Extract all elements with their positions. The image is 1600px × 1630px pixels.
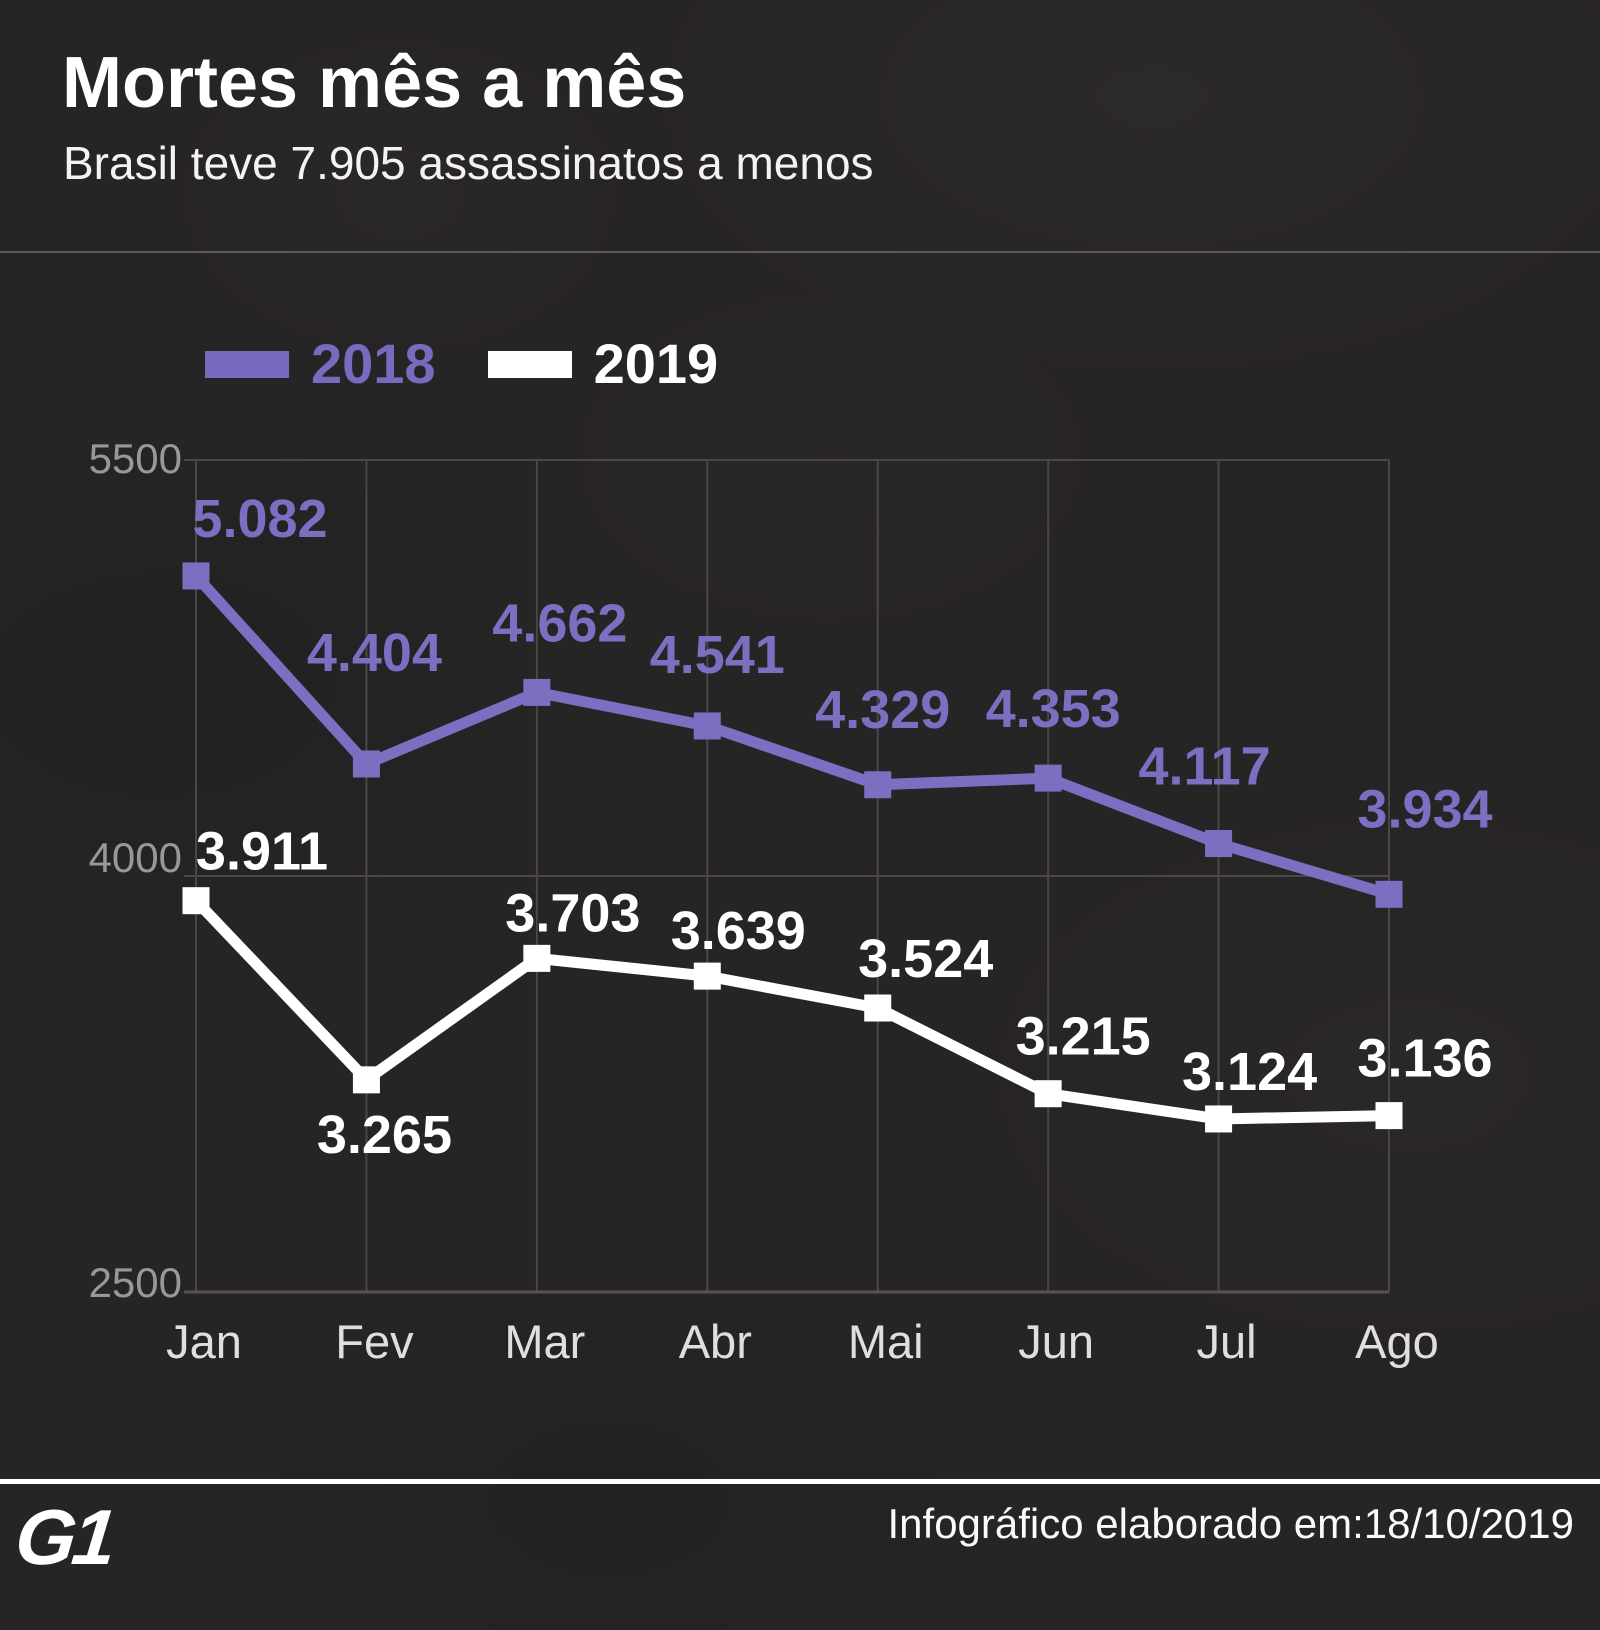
x-tick-label: Mar bbox=[504, 1315, 585, 1368]
y-tick-label: 4000 bbox=[89, 834, 182, 881]
data-label-2018: 5.082 bbox=[192, 489, 327, 549]
data-marker-2018 bbox=[1205, 830, 1233, 858]
data-label-2018: 4.329 bbox=[815, 680, 950, 740]
x-tick-label: Ago bbox=[1355, 1315, 1439, 1368]
footer-divider bbox=[0, 1479, 1600, 1484]
data-marker-2018 bbox=[693, 712, 721, 740]
x-tick-label: Abr bbox=[679, 1315, 752, 1368]
x-tick-label: Jul bbox=[1197, 1315, 1257, 1368]
data-label-2018: 4.541 bbox=[650, 625, 785, 685]
data-marker-2018 bbox=[182, 562, 210, 590]
y-tick-label: 2500 bbox=[89, 1259, 182, 1306]
data-marker-2019 bbox=[1375, 1102, 1403, 1130]
data-marker-2019 bbox=[864, 994, 892, 1022]
y-tick-label: 5500 bbox=[89, 435, 182, 482]
page-title: Mortes mês a mês bbox=[62, 43, 687, 123]
page-subtitle: Brasil teve 7.905 assassinatos a menos bbox=[63, 137, 874, 189]
x-tick-label: Fev bbox=[335, 1315, 414, 1368]
data-label-2018: 4.353 bbox=[986, 679, 1121, 739]
data-marker-2019 bbox=[693, 962, 721, 990]
data-label-2019: 3.136 bbox=[1357, 1029, 1492, 1089]
data-marker-2019 bbox=[352, 1066, 380, 1094]
data-label-2018: 4.117 bbox=[1138, 737, 1270, 797]
data-label-2019: 3.639 bbox=[671, 901, 806, 961]
data-label-2018: 3.934 bbox=[1357, 779, 1492, 839]
legend-item-2019: 2019 bbox=[487, 332, 719, 395]
x-tick-label: Jun bbox=[1018, 1315, 1094, 1368]
series-line-2019 bbox=[192, 896, 1390, 1125]
data-label-2019: 3.911 bbox=[196, 822, 328, 882]
credit-text: Infográfico elaborado em:18/10/2019 bbox=[887, 1500, 1575, 1547]
data-label-2019: 3.215 bbox=[1016, 1007, 1151, 1067]
data-marker-2018 bbox=[352, 750, 380, 778]
data-label-2018: 4.662 bbox=[492, 593, 627, 653]
x-tick-label: Jan bbox=[166, 1315, 242, 1368]
data-marker-2019 bbox=[182, 887, 210, 915]
data-marker-2018 bbox=[1034, 764, 1062, 792]
data-label-2019: 3.124 bbox=[1182, 1042, 1317, 1102]
data-marker-2019 bbox=[1034, 1080, 1062, 1108]
data-label-2019: 3.524 bbox=[858, 929, 993, 989]
series-line-2018 bbox=[191, 572, 1391, 900]
legend-swatch-2018 bbox=[205, 350, 289, 378]
header-divider bbox=[0, 251, 1600, 253]
data-marker-2018 bbox=[864, 771, 892, 799]
data-label-2019: 3.703 bbox=[505, 883, 640, 943]
legend-swatch-2019 bbox=[487, 350, 572, 378]
legend-label-2018: 2018 bbox=[311, 332, 436, 395]
data-label-2019: 3.265 bbox=[317, 1105, 452, 1165]
data-marker-2018 bbox=[1375, 880, 1403, 908]
data-marker-2019 bbox=[1205, 1105, 1233, 1133]
g1-logo: G1 bbox=[11, 1493, 117, 1581]
data-label-2018: 4.404 bbox=[307, 623, 442, 683]
legend-item-2018: 2018 bbox=[205, 336, 436, 392]
data-marker-2019 bbox=[523, 944, 551, 972]
x-tick-label: Mai bbox=[848, 1315, 924, 1368]
legend-label-2019: 2019 bbox=[593, 332, 719, 395]
chart-legend: 2018 2019 bbox=[205, 336, 718, 392]
data-marker-2018 bbox=[523, 678, 551, 706]
